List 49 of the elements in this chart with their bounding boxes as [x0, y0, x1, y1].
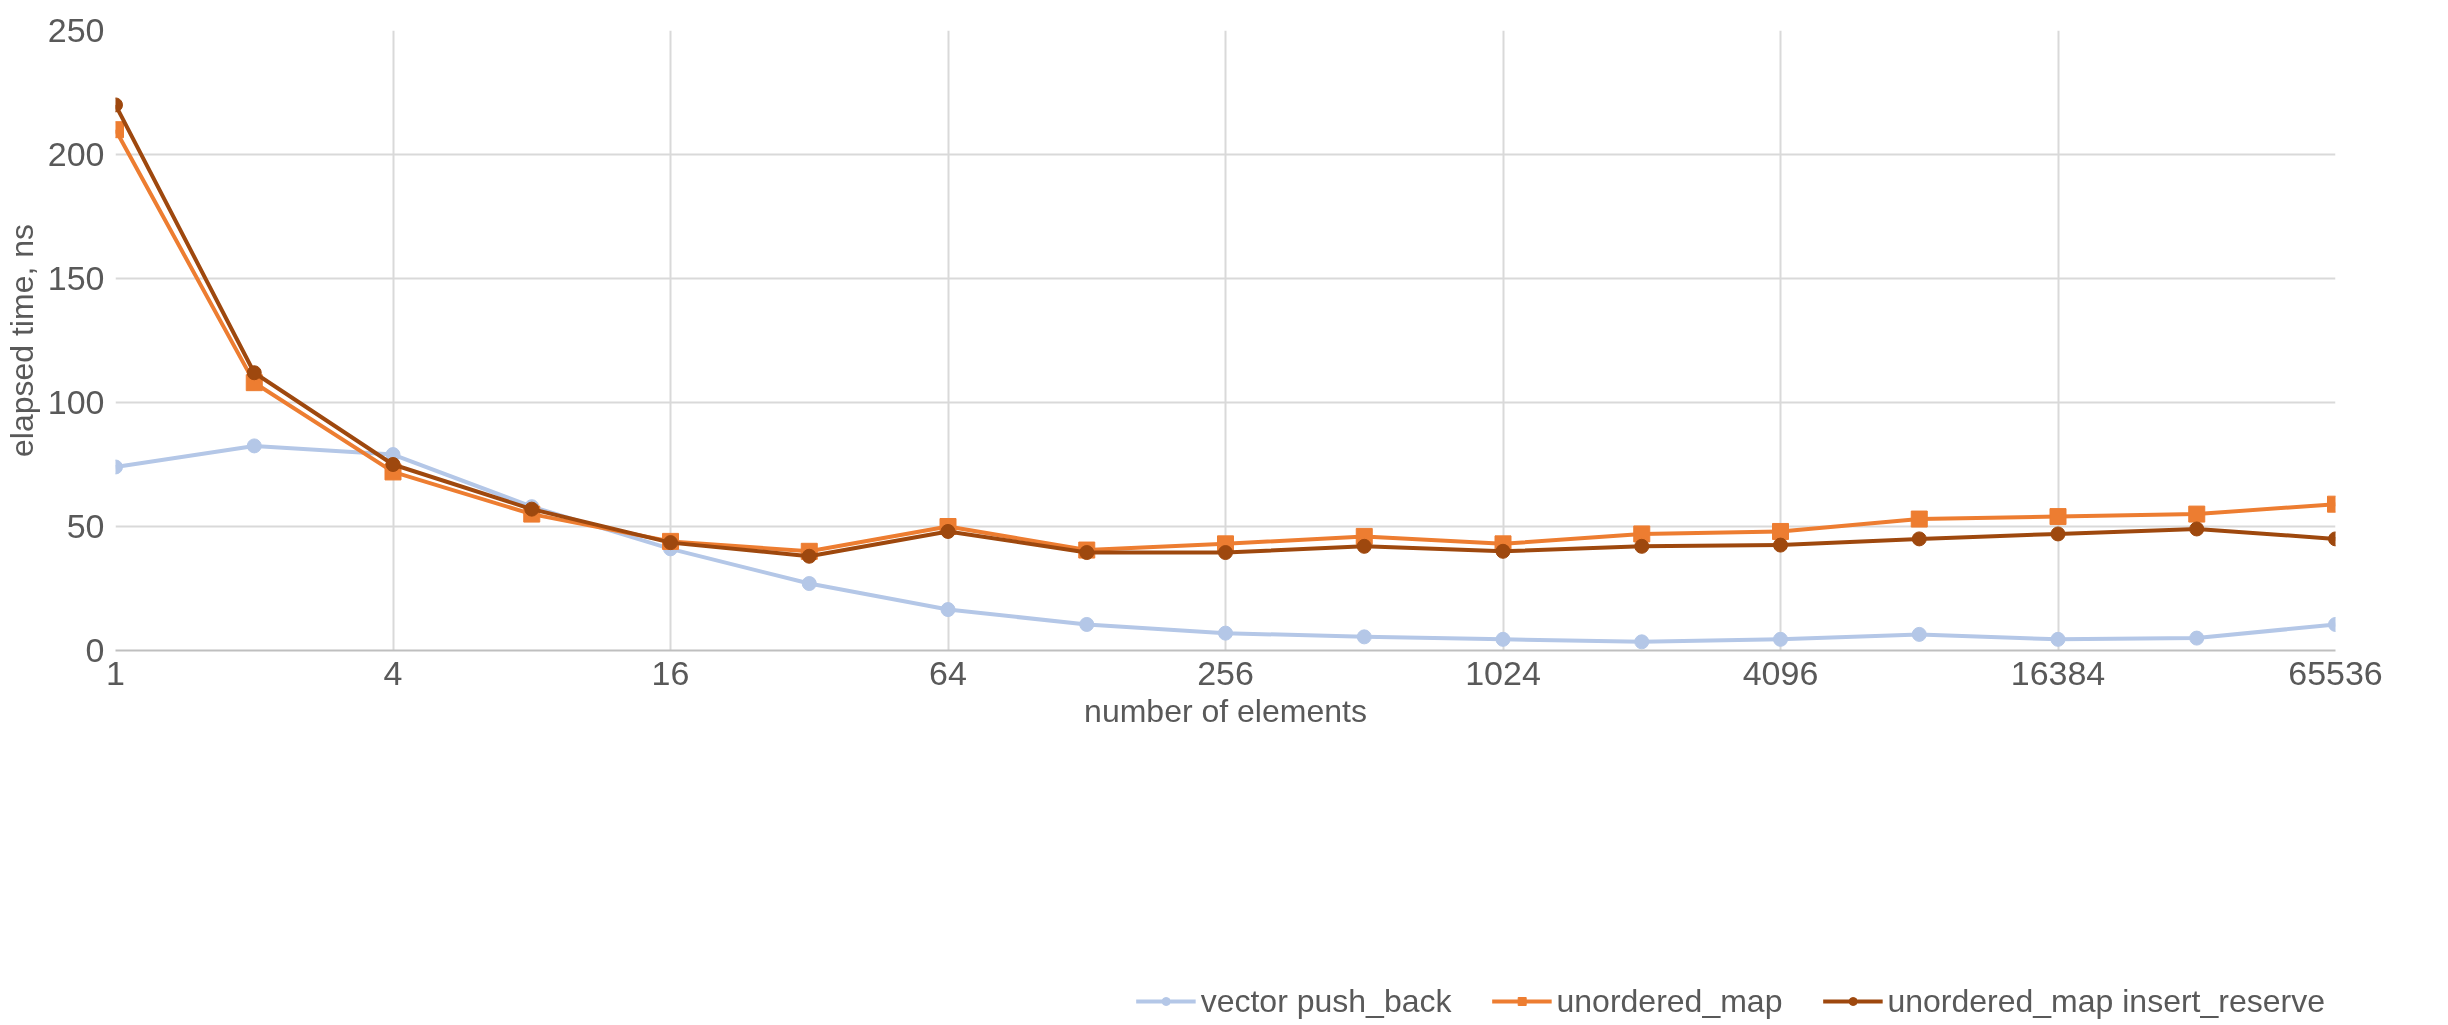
point: [385, 457, 401, 472]
x-tick-label: 1: [106, 653, 125, 692]
point: [1911, 531, 1927, 547]
legend-label: vector push_back: [1200, 982, 1452, 1020]
x-axis-title: number of elements: [1084, 692, 1367, 729]
y-tick-label: 0: [85, 631, 105, 669]
point: [1772, 522, 1789, 540]
y-tick-label: 250: [47, 11, 105, 49]
point: [1910, 510, 1928, 528]
point: [1218, 625, 1233, 641]
point: [801, 548, 817, 564]
y-tick-label: 150: [47, 259, 105, 297]
legend-label: unordered_map: [1556, 982, 1783, 1020]
point: [1773, 631, 1788, 647]
point: [940, 602, 956, 618]
point: [1634, 538, 1650, 554]
point: [2189, 521, 2205, 537]
point: [246, 438, 262, 454]
point: [1911, 626, 1927, 642]
point: [2049, 508, 2067, 526]
point: [2050, 526, 2066, 542]
y-tick-label: 200: [47, 135, 105, 173]
point: [1356, 629, 1372, 645]
y-tick-label: 50: [66, 507, 105, 545]
x-tick-label: 64: [929, 653, 967, 692]
point: [1079, 616, 1095, 632]
x-tick-label: 256: [1197, 653, 1254, 692]
legend-label: unordered_map insert_reserve: [1887, 982, 2325, 1020]
point: [940, 523, 956, 539]
x-tick-label: 16384: [2010, 653, 2106, 692]
y-axis-title: elapsed time, ns: [3, 223, 40, 458]
point: [1356, 538, 1372, 554]
y-tick-label: 100: [47, 383, 105, 421]
point: [1495, 631, 1511, 647]
x-tick-label: 1024: [1465, 653, 1541, 692]
point: [2050, 631, 2066, 647]
point: [1773, 537, 1788, 553]
point: [246, 365, 262, 381]
point: [1218, 545, 1233, 561]
x-tick-label: 16: [651, 653, 690, 692]
x-tick-label: 65536: [2288, 653, 2383, 692]
point: [1079, 545, 1095, 561]
point: [2189, 630, 2205, 646]
x-tick-label: 4: [383, 653, 403, 692]
point: [1634, 634, 1650, 650]
point: [801, 576, 817, 592]
point: [1495, 543, 1511, 559]
x-tick-label: 4096: [1742, 653, 1819, 692]
point: [2188, 505, 2206, 523]
